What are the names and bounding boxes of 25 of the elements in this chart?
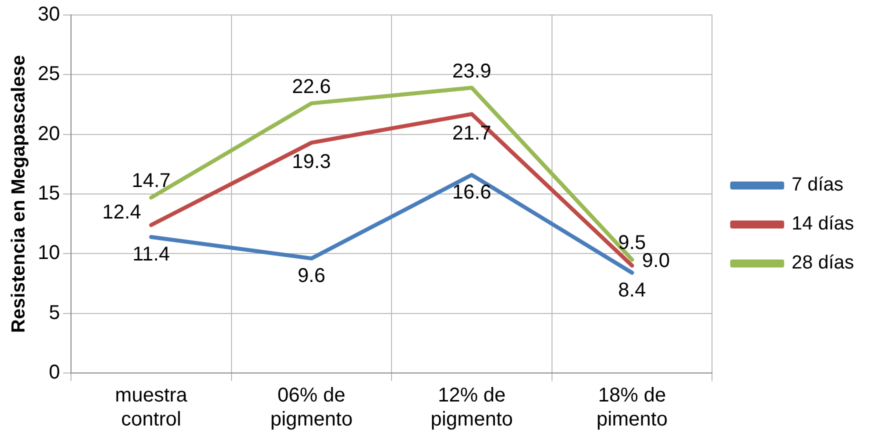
y-tick-label: 5 [48, 302, 60, 324]
y-tick-label: 10 [38, 242, 60, 264]
y-tick-label: 20 [38, 122, 60, 145]
data-label: 8.4 [618, 279, 646, 302]
data-label: 9.6 [298, 264, 326, 287]
legend-label: 7 días [792, 174, 844, 196]
x-tick-label: muestra control [115, 384, 188, 431]
data-label: 23.9 [452, 60, 492, 82]
y-tick-label: 25 [38, 63, 60, 86]
data-label: 14.7 [132, 170, 171, 192]
data-label: 12.4 [102, 202, 142, 224]
x-tick-label: 06% de pigmento [270, 384, 353, 431]
y-axis-title: Resistencia en Megapascalese [8, 55, 30, 333]
y-tick-label: 30 [38, 4, 60, 26]
y-tick-label: 0 [48, 362, 60, 384]
x-tick-label: 12% de pigmento [430, 384, 513, 431]
data-label: 11.4 [132, 243, 170, 266]
x-tick-label: 18% de pimento [596, 384, 668, 431]
y-tick-label: 15 [38, 182, 60, 205]
legend-label: 28 días [792, 252, 854, 274]
data-label: 22.6 [292, 76, 331, 98]
data-label: 16.6 [452, 181, 492, 204]
data-label: 19.3 [292, 151, 331, 174]
legend-label: 14 días [792, 214, 854, 235]
data-label: 21.7 [452, 122, 492, 145]
